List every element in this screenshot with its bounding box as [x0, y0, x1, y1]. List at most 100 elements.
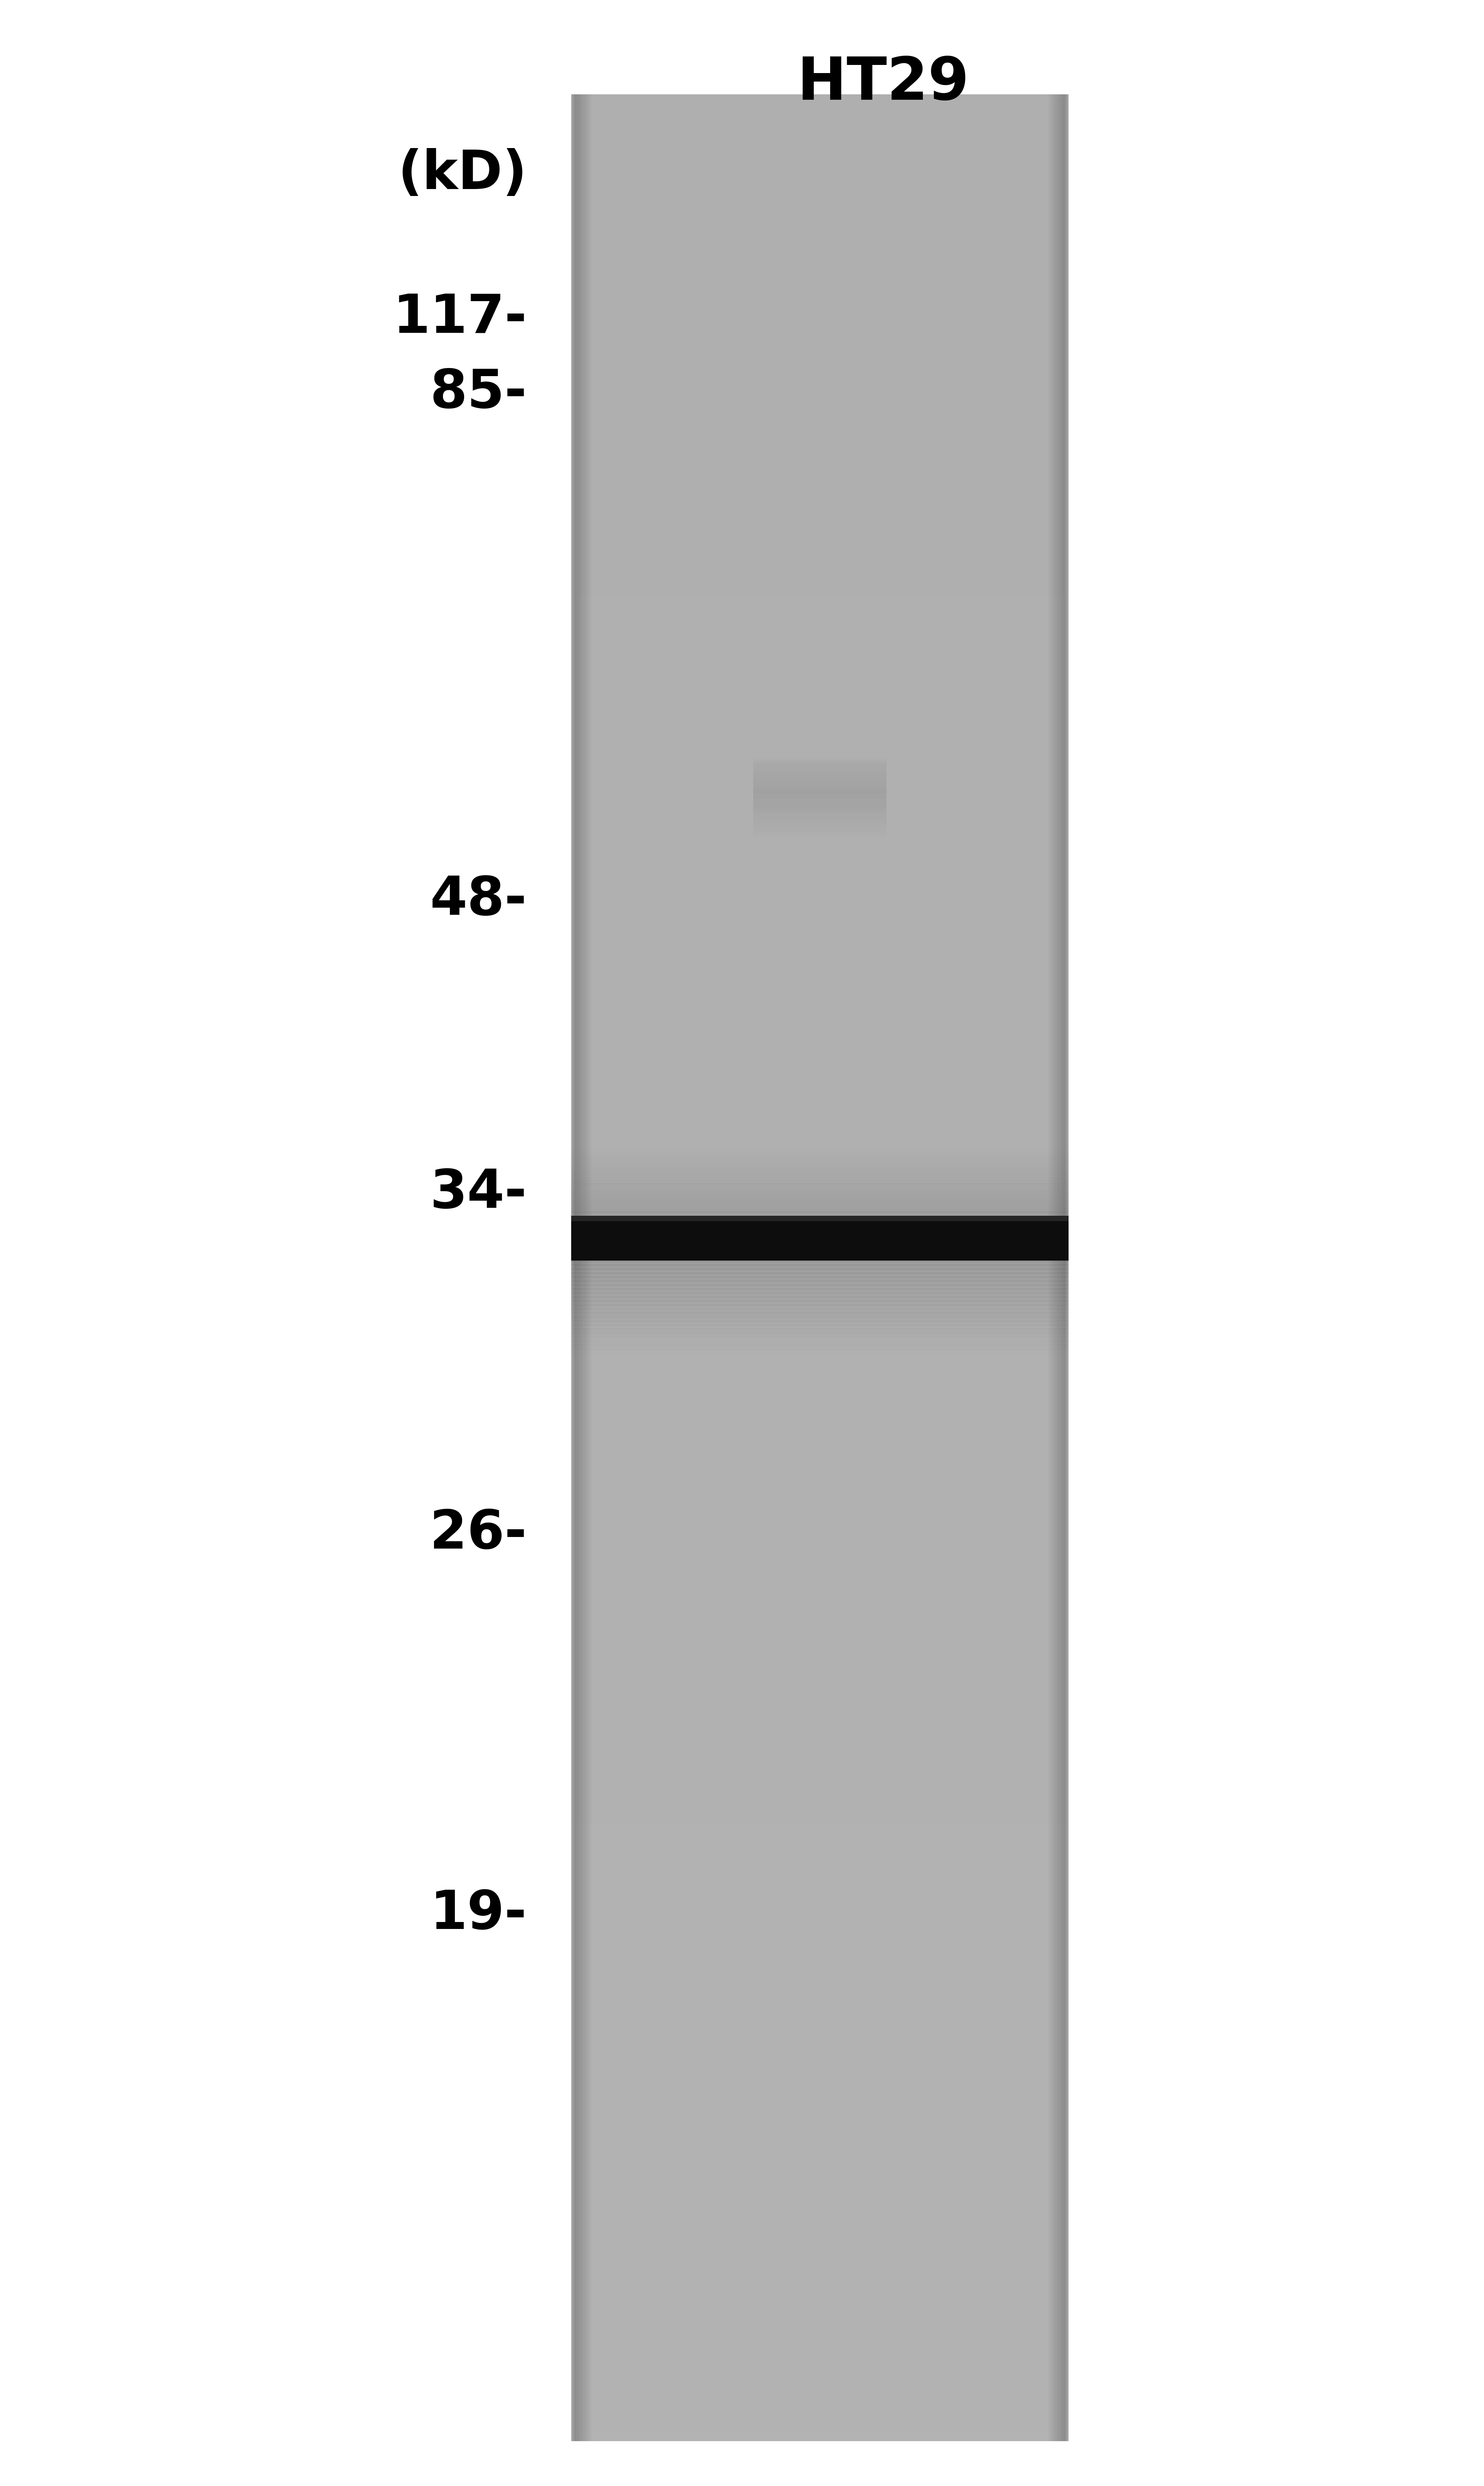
Bar: [571, 1236, 1068, 1245]
Bar: [571, 1332, 1068, 1335]
Bar: [571, 1410, 1068, 1417]
Bar: [571, 572, 1068, 579]
Bar: [571, 1603, 1068, 1611]
Bar: [571, 400, 1068, 408]
Bar: [571, 2354, 1068, 2364]
Bar: [571, 885, 1068, 892]
Bar: [571, 2190, 1068, 2198]
Bar: [571, 1335, 1068, 1340]
Bar: [1055, 94, 1060, 2441]
Bar: [752, 808, 886, 815]
Bar: [571, 1042, 1068, 1049]
Text: 34-: 34-: [430, 1168, 527, 1218]
Bar: [571, 1216, 1068, 1260]
Bar: [571, 360, 1068, 368]
Bar: [574, 94, 579, 2441]
Bar: [571, 977, 1068, 987]
Bar: [752, 803, 886, 810]
Bar: [571, 1840, 1068, 1847]
Bar: [752, 818, 886, 825]
Bar: [571, 1064, 1068, 1071]
Bar: [1051, 94, 1055, 2441]
Bar: [576, 94, 580, 2441]
Bar: [571, 564, 1068, 572]
Bar: [571, 502, 1068, 510]
Bar: [752, 768, 886, 776]
Bar: [571, 1163, 1068, 1166]
Bar: [571, 1337, 1068, 1345]
Bar: [571, 751, 1068, 758]
Bar: [571, 1283, 1068, 1290]
Bar: [571, 656, 1068, 666]
Bar: [571, 353, 1068, 360]
Bar: [571, 124, 1068, 134]
Bar: [571, 1193, 1068, 1198]
Bar: [571, 1002, 1068, 1009]
Bar: [571, 2088, 1068, 2098]
Bar: [571, 2394, 1068, 2401]
Bar: [571, 2026, 1068, 2034]
Bar: [571, 134, 1068, 142]
Bar: [571, 2324, 1068, 2332]
Bar: [571, 517, 1068, 525]
Bar: [571, 2106, 1068, 2113]
Bar: [571, 430, 1068, 438]
Bar: [571, 109, 1068, 117]
Bar: [571, 1216, 1068, 1221]
Bar: [571, 383, 1068, 393]
Bar: [571, 1971, 1068, 1979]
Bar: [571, 728, 1068, 736]
Bar: [571, 1295, 1068, 1298]
Bar: [1061, 94, 1066, 2441]
Bar: [571, 1352, 1068, 1355]
Bar: [571, 1315, 1068, 1323]
Bar: [571, 2387, 1068, 2394]
Bar: [571, 1198, 1068, 1201]
Bar: [571, 1171, 1068, 1173]
Bar: [571, 1877, 1068, 1887]
Text: 19-: 19-: [430, 1889, 527, 1939]
Bar: [573, 94, 577, 2441]
Bar: [1064, 94, 1068, 2441]
Bar: [571, 2401, 1068, 2409]
Bar: [571, 1198, 1068, 1206]
Bar: [752, 773, 886, 781]
Bar: [571, 1494, 1068, 1502]
Bar: [571, 1909, 1068, 1917]
Bar: [571, 1275, 1068, 1283]
Bar: [571, 1298, 1068, 1308]
Bar: [571, 1432, 1068, 1439]
Bar: [571, 1330, 1068, 1337]
Bar: [571, 987, 1068, 994]
Bar: [571, 1589, 1068, 1596]
Bar: [571, 1183, 1068, 1188]
Bar: [752, 761, 886, 768]
Bar: [571, 1392, 1068, 1400]
Bar: [752, 763, 886, 771]
Bar: [571, 336, 1068, 346]
Bar: [571, 868, 1068, 878]
Bar: [571, 1208, 1068, 1213]
Bar: [571, 830, 1068, 838]
Bar: [588, 94, 592, 2441]
Bar: [571, 649, 1068, 659]
Bar: [1058, 94, 1063, 2441]
Bar: [571, 1263, 1068, 1268]
Bar: [571, 1340, 1068, 1342]
Bar: [1046, 94, 1051, 2441]
Bar: [571, 823, 1068, 830]
Bar: [571, 798, 1068, 805]
Bar: [571, 1057, 1068, 1064]
Bar: [571, 962, 1068, 970]
Bar: [571, 1775, 1068, 1785]
Bar: [752, 793, 886, 800]
Bar: [571, 2222, 1068, 2230]
Bar: [571, 172, 1068, 181]
Bar: [571, 251, 1068, 259]
Bar: [582, 94, 586, 2441]
Bar: [571, 947, 1068, 955]
Bar: [571, 2292, 1068, 2300]
Bar: [571, 2426, 1068, 2434]
Bar: [571, 1479, 1068, 1487]
Bar: [571, 1534, 1068, 1541]
